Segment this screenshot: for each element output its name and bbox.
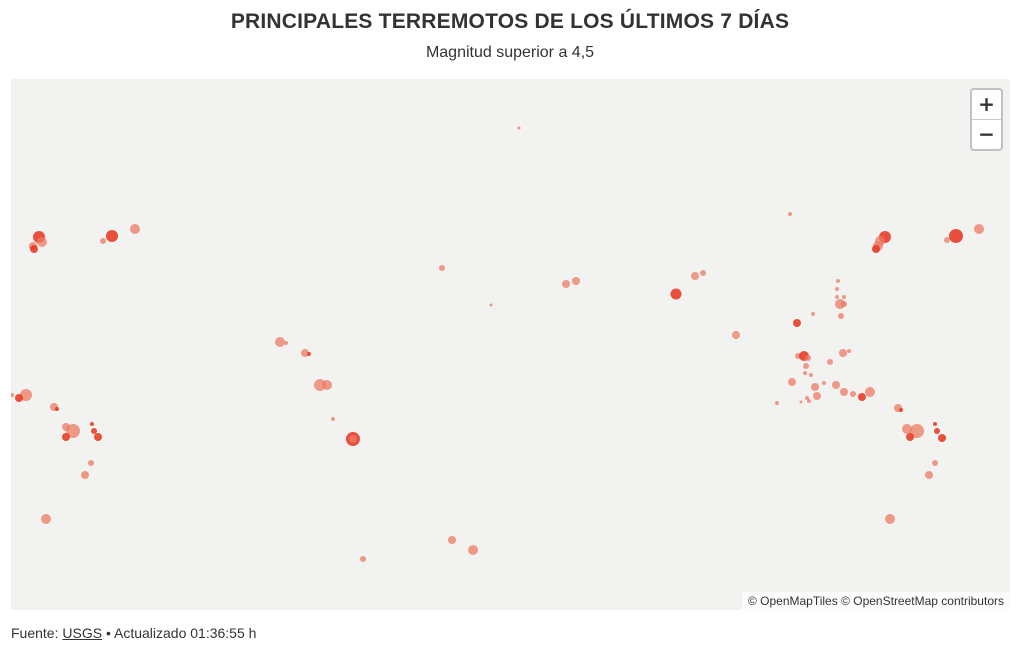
earthquake-marker[interactable] — [906, 433, 914, 441]
earthquake-marker[interactable] — [899, 408, 903, 412]
earthquake-marker[interactable] — [562, 280, 570, 288]
earthquake-marker[interactable] — [94, 433, 102, 441]
earthquake-marker[interactable] — [55, 407, 59, 411]
earthquake-marker[interactable] — [275, 337, 285, 347]
earthquake-marker[interactable] — [840, 388, 848, 396]
footer: Fuente: USGS • Actualizado 01:36:55 h — [11, 625, 256, 641]
earthquake-marker[interactable] — [41, 514, 51, 524]
earthquake-marker[interactable] — [827, 359, 833, 365]
earthquake-marker[interactable] — [91, 428, 97, 434]
earthquake-marker[interactable] — [822, 381, 826, 385]
earthquake-marker[interactable] — [811, 383, 819, 391]
earthquake-marker[interactable] — [100, 238, 106, 244]
earthquake-marker[interactable] — [847, 349, 851, 353]
zoom-in-button[interactable]: + — [972, 90, 1001, 120]
earthquake-marker[interactable] — [832, 381, 840, 389]
earthquake-marker[interactable] — [66, 424, 80, 438]
earthquake-marker[interactable] — [88, 460, 94, 466]
earthquake-marker[interactable] — [858, 393, 866, 401]
earthquake-marker[interactable] — [805, 355, 811, 361]
earthquake-marker[interactable] — [925, 471, 933, 479]
earthquake-marker[interactable] — [807, 399, 811, 403]
footer-separator: • — [105, 625, 111, 641]
earthquake-markers-layer — [11, 126, 984, 562]
earthquake-marker[interactable] — [439, 265, 445, 271]
earthquake-marker[interactable] — [803, 363, 809, 369]
earthquake-marker[interactable] — [775, 401, 779, 405]
earthquake-marker[interactable] — [517, 126, 521, 130]
earthquake-marker[interactable] — [838, 313, 844, 319]
earthquake-marker[interactable] — [700, 270, 706, 276]
earthquake-marker[interactable] — [106, 230, 118, 242]
earthquake-marker[interactable] — [938, 434, 946, 442]
earthquake-marker[interactable] — [62, 433, 70, 441]
earthquake-marker[interactable] — [974, 224, 984, 234]
page-title: PRINCIPALES TERREMOTOS DE LOS ÚLTIMOS 7 … — [230, 10, 790, 33]
earthquake-marker[interactable] — [803, 371, 807, 375]
earthquake-marker[interactable] — [839, 349, 847, 357]
earthquake-marker[interactable] — [813, 392, 821, 400]
earthquake-marker[interactable] — [842, 295, 846, 299]
earthquake-marker[interactable] — [732, 331, 740, 339]
earthquake-marker[interactable] — [788, 378, 796, 386]
earthquake-marker[interactable] — [836, 279, 840, 283]
page-subtitle: Magnitud superior a 4,5 — [425, 44, 595, 61]
zoom-control: + − — [970, 88, 1003, 151]
earthquake-marker[interactable] — [902, 424, 912, 434]
earthquake-marker[interactable] — [932, 460, 938, 466]
earthquake-marker[interactable] — [331, 417, 335, 421]
updated-text: Actualizado 01:36:55 h — [113, 625, 257, 641]
earthquake-marker[interactable] — [284, 341, 288, 345]
earthquake-marker[interactable] — [11, 393, 14, 397]
earthquake-marker[interactable] — [81, 471, 89, 479]
earthquake-marker[interactable] — [360, 556, 366, 562]
earthquake-marker[interactable] — [130, 224, 140, 234]
earthquake-marker[interactable] — [572, 277, 580, 285]
earthquake-marker[interactable] — [949, 229, 963, 243]
earthquake-marker[interactable] — [37, 237, 47, 247]
earthquake-marker[interactable] — [865, 387, 875, 397]
earthquake-marker[interactable] — [15, 394, 23, 402]
earthquake-marker[interactable] — [90, 422, 94, 426]
earthquake-marker[interactable] — [448, 536, 456, 544]
earthquake-marker[interactable] — [872, 245, 880, 253]
earthquake-marker[interactable] — [910, 424, 924, 438]
earthquake-marker[interactable] — [811, 312, 815, 316]
source-prefix: Fuente: — [11, 625, 59, 641]
earthquake-marker[interactable] — [788, 212, 792, 216]
earthquake-marker[interactable] — [670, 288, 682, 300]
earthquake-marker[interactable] — [468, 545, 478, 555]
earthquake-marker[interactable] — [835, 287, 839, 291]
earthquake-marker[interactable] — [841, 301, 847, 307]
earthquake-marker[interactable] — [835, 295, 839, 299]
earthquake-marker[interactable] — [809, 373, 813, 377]
earthquake-marker[interactable] — [793, 319, 801, 327]
earthquake-marker[interactable] — [691, 272, 699, 280]
zoom-out-button[interactable]: − — [978, 122, 995, 146]
earthquake-marker[interactable] — [885, 514, 895, 524]
earthquake-marker[interactable] — [349, 435, 357, 443]
map-attribution: © OpenMapTiles © OpenStreetMap contribut… — [741, 592, 1010, 610]
earthquake-marker[interactable] — [850, 391, 856, 397]
source-link[interactable]: USGS — [62, 625, 103, 641]
earthquake-marker[interactable] — [322, 380, 332, 390]
earthquake-marker[interactable] — [933, 422, 937, 426]
earthquake-marker[interactable] — [799, 400, 803, 404]
earthquake-marker[interactable] — [301, 349, 309, 357]
earthquake-marker[interactable] — [934, 428, 940, 434]
earthquake-marker[interactable] — [944, 237, 950, 243]
earthquake-marker[interactable] — [307, 352, 311, 356]
earthquake-marker[interactable] — [30, 245, 38, 253]
earthquake-marker[interactable] — [489, 303, 493, 307]
earthquake-map[interactable]: + − © OpenMapTiles © OpenStreetMap contr… — [11, 79, 1010, 610]
earthquake-marker[interactable] — [805, 396, 809, 400]
